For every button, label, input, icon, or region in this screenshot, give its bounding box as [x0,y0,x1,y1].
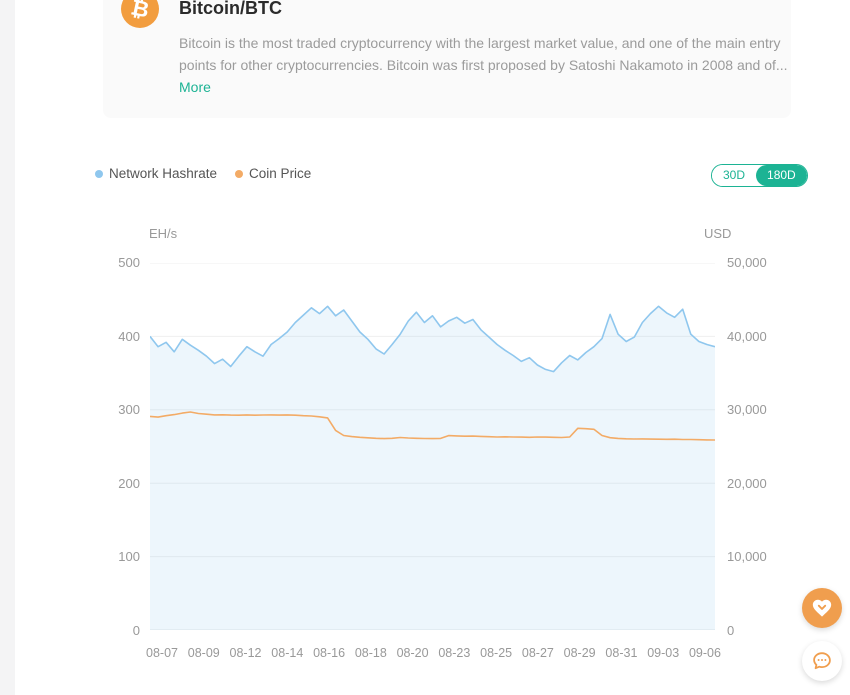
x-axis-tick: 08-07 [146,646,178,660]
chart-legend: Network Hashrate Coin Price [95,166,311,181]
left-axis-tick: 300 [118,402,140,418]
right-axis-tick: 30,000 [727,402,767,418]
period-30d-button[interactable]: 30D [712,165,757,186]
page-title: Bitcoin/BTC [179,0,282,18]
legend-label: Network Hashrate [109,166,218,181]
left-axis-tick: 400 [118,328,140,344]
left-axis-unit: EH/s [149,226,178,241]
page-left-gutter [0,0,15,695]
right-axis-tick: 0 [727,622,735,638]
right-axis-tick: 40,000 [727,328,767,344]
x-axis-tick: 08-29 [563,646,596,660]
right-axis-ticks: 50,000 40,000 30,000 20,000 10,000 0 [727,255,797,638]
right-axis-unit: USD [704,226,732,241]
coin-description-text: Bitcoin is the most traded cryptocurrenc… [179,35,788,73]
left-axis-tick: 200 [118,475,140,491]
coin-summary-card: ₿ Bitcoin/BTC Bitcoin is the most traded… [103,0,791,118]
more-link[interactable]: More [179,79,211,95]
period-180d-button[interactable]: 180D [756,165,807,186]
x-axis-tick: 08-16 [313,646,346,660]
x-axis-tick: 08-14 [271,646,304,660]
period-toggle: 30D 180D [711,164,808,187]
x-axis-tick: 08-31 [605,646,638,660]
left-axis-tick: 0 [132,622,140,638]
legend-label: Coin Price [249,166,312,181]
chat-icon [813,652,831,670]
left-axis-ticks: 500 400 300 200 100 0 [95,255,140,638]
legend-item[interactable]: Coin Price [235,166,311,181]
heart-icon [812,599,832,617]
right-axis-tick: 50,000 [727,255,767,270]
x-axis-tick: 08-23 [438,646,471,660]
x-axis-tick: 09-06 [688,646,721,660]
x-axis-tick: 08-09 [187,646,220,660]
x-axis-tick: 08-27 [521,646,554,660]
bitcoin-icon: ₿ [121,0,159,28]
x-axis-tick: 09-03 [647,646,680,660]
right-axis-tick: 10,000 [727,549,767,565]
x-axis-tick: 08-25 [480,646,513,660]
left-axis-tick: 100 [118,549,140,565]
legend-dot-icon [235,169,244,178]
x-axis-tick: 08-20 [396,646,429,660]
coin-description: Bitcoin is the most traded cryptocurrenc… [179,32,797,98]
support-chat-button[interactable] [802,641,842,681]
right-axis-tick: 20,000 [727,475,767,491]
x-axis-tick: 08-12 [229,646,262,660]
feedback-button[interactable] [802,588,842,628]
left-axis-tick: 500 [118,255,140,270]
legend-dot-icon [95,169,103,178]
x-axis-tick: 08-18 [354,646,387,660]
legend-item[interactable]: Network Hashrate [95,166,217,181]
x-axis-labels: 08-07 08-09 08-12 08-14 08-16 08-18 08-20 08-23… [146,646,721,660]
hashrate-price-chart[interactable] [150,263,715,630]
